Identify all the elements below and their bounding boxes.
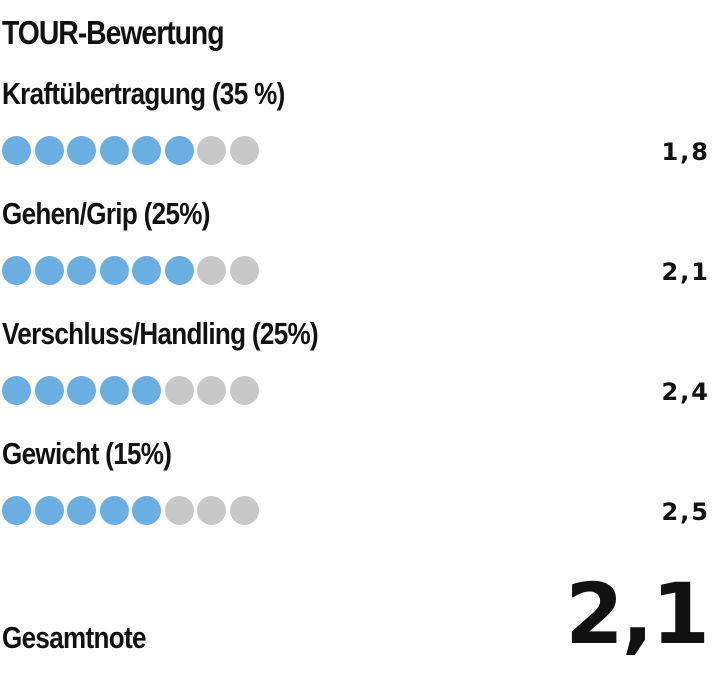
criterion-row: Gewicht (15%) 2,5: [0, 436, 712, 546]
criterion-row: Gehen/Grip (25%) 2,1: [0, 196, 712, 306]
rating-dot-empty: [229, 136, 259, 165]
rating-dot-filled: [164, 256, 194, 285]
rating-dots: [2, 136, 259, 165]
criterion-label: Gewicht (15%): [2, 436, 172, 471]
rating-dot-empty: [164, 496, 194, 525]
rating-dots: [2, 496, 259, 525]
rating-dot-filled: [2, 376, 31, 405]
rating-dot-empty: [197, 376, 226, 405]
rating-title: TOUR-Bewertung: [2, 14, 225, 51]
rating-dot-filled: [34, 496, 64, 525]
total-label: Gesamtnote: [2, 620, 146, 655]
rating-dot-filled: [99, 256, 129, 285]
rating-dot-filled: [132, 496, 161, 525]
rating-dot-filled: [67, 256, 96, 285]
rating-dot-empty: [229, 256, 259, 285]
rating-dot-filled: [67, 136, 96, 165]
criterion-score: 2,1: [661, 258, 710, 286]
rating-dot-empty: [164, 376, 194, 405]
rating-dot-filled: [34, 256, 64, 285]
rating-dot-filled: [164, 136, 194, 165]
rating-dot-filled: [99, 376, 129, 405]
criterion-row: Kraftübertragung (35 %) 1,8: [0, 76, 712, 186]
rating-dot-empty: [229, 376, 259, 405]
rating-dot-empty: [197, 256, 226, 285]
rating-dot-filled: [2, 256, 31, 285]
criterion-score: 1,8: [661, 138, 710, 166]
criterion-label: Gehen/Grip (25%): [2, 196, 210, 231]
rating-dots: [2, 376, 259, 405]
criterion-label: Verschluss/Handling (25%): [2, 316, 319, 351]
rating-dot-filled: [132, 376, 161, 405]
criterion-row: Verschluss/Handling (25%) 2,4: [0, 316, 712, 426]
rating-dot-empty: [197, 496, 226, 525]
rating-dots: [2, 256, 259, 285]
rating-dot-filled: [132, 256, 161, 285]
rating-dot-filled: [67, 376, 96, 405]
rating-dot-filled: [132, 136, 161, 165]
rating-dot-filled: [34, 376, 64, 405]
total-score: 2,1: [565, 565, 710, 663]
rating-dot-filled: [99, 496, 129, 525]
rating-dot-filled: [67, 496, 96, 525]
rating-dot-filled: [2, 136, 31, 165]
rating-dot-filled: [34, 136, 64, 165]
rating-dot-empty: [197, 136, 226, 165]
criterion-label: Kraftübertragung (35 %): [2, 76, 285, 111]
rating-dot-empty: [229, 496, 259, 525]
rating-dot-filled: [2, 496, 31, 525]
criterion-score: 2,4: [661, 378, 710, 406]
rating-dot-filled: [99, 136, 129, 165]
criterion-score: 2,5: [661, 498, 710, 526]
